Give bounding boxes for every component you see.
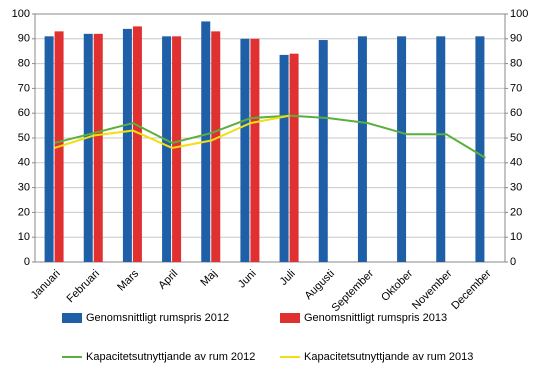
x-tick-label: Mars bbox=[115, 267, 141, 293]
y-tick-label: 60 bbox=[18, 107, 30, 119]
bar bbox=[172, 36, 182, 262]
y2-tick-label: 70 bbox=[510, 82, 522, 94]
y2-tick-label: 60 bbox=[510, 107, 522, 119]
x-tick-label: Januari bbox=[29, 268, 63, 302]
x-tick-label: Juni bbox=[236, 268, 259, 291]
x-tick-label: September bbox=[330, 267, 377, 314]
y-tick-label: 30 bbox=[18, 182, 30, 194]
y-tick-label: 90 bbox=[18, 33, 30, 45]
bar bbox=[289, 53, 299, 263]
x-tick-label: November bbox=[410, 267, 455, 312]
y-tick-label: 0 bbox=[24, 256, 30, 268]
bar bbox=[436, 36, 446, 262]
x-tick-label: Oktober bbox=[379, 267, 415, 303]
y2-tick-label: 50 bbox=[510, 132, 522, 144]
y-tick-label: 40 bbox=[18, 157, 30, 169]
bar bbox=[357, 36, 367, 262]
legend-swatch bbox=[280, 313, 300, 323]
x-tick-label: Maj bbox=[198, 268, 219, 289]
bar bbox=[318, 40, 328, 262]
y-tick-label: 80 bbox=[18, 58, 30, 70]
legend-label: Genomsnittligt rumspris 2012 bbox=[86, 312, 229, 324]
x-tick-label: April bbox=[156, 268, 180, 292]
bar bbox=[397, 36, 407, 262]
bar bbox=[93, 33, 103, 263]
bar bbox=[122, 28, 132, 262]
y2-tick-label: 40 bbox=[510, 157, 522, 169]
bar bbox=[83, 33, 93, 263]
y2-tick-label: 100 bbox=[510, 8, 528, 20]
legend-label: Kapacitetsutnyttjande av rum 2012 bbox=[86, 351, 255, 363]
x-tick-label: Februari bbox=[64, 268, 101, 305]
y-tick-label: 10 bbox=[18, 231, 30, 243]
y-tick-label: 50 bbox=[18, 132, 30, 144]
plot-border bbox=[34, 13, 506, 263]
bar bbox=[240, 38, 250, 262]
x-tick-label: Juli bbox=[278, 268, 298, 288]
bar bbox=[279, 54, 289, 262]
y2-tick-label: 30 bbox=[510, 182, 522, 194]
y2-tick-label: 90 bbox=[510, 33, 522, 45]
x-tick-label: Augusti bbox=[302, 268, 336, 302]
bar bbox=[250, 38, 260, 262]
bar bbox=[132, 26, 142, 263]
bar bbox=[211, 31, 221, 262]
y2-tick-label: 0 bbox=[510, 256, 516, 268]
bar bbox=[44, 36, 54, 262]
y-tick-label: 100 bbox=[12, 8, 30, 20]
bar bbox=[162, 36, 172, 262]
y-tick-label: 70 bbox=[18, 82, 30, 94]
line bbox=[54, 114, 486, 159]
legend-swatch bbox=[62, 313, 82, 323]
y-tick-label: 20 bbox=[18, 206, 30, 218]
y2-tick-label: 80 bbox=[510, 58, 522, 70]
legend-label: Genomsnittligt rumspris 2013 bbox=[304, 312, 447, 324]
bar bbox=[475, 36, 485, 262]
line bbox=[54, 114, 290, 149]
y2-tick-label: 10 bbox=[510, 231, 522, 243]
x-tick-label: December bbox=[449, 267, 494, 312]
legend-label: Kapacitetsutnyttjande av rum 2013 bbox=[304, 351, 473, 363]
y2-tick-label: 20 bbox=[510, 206, 522, 218]
